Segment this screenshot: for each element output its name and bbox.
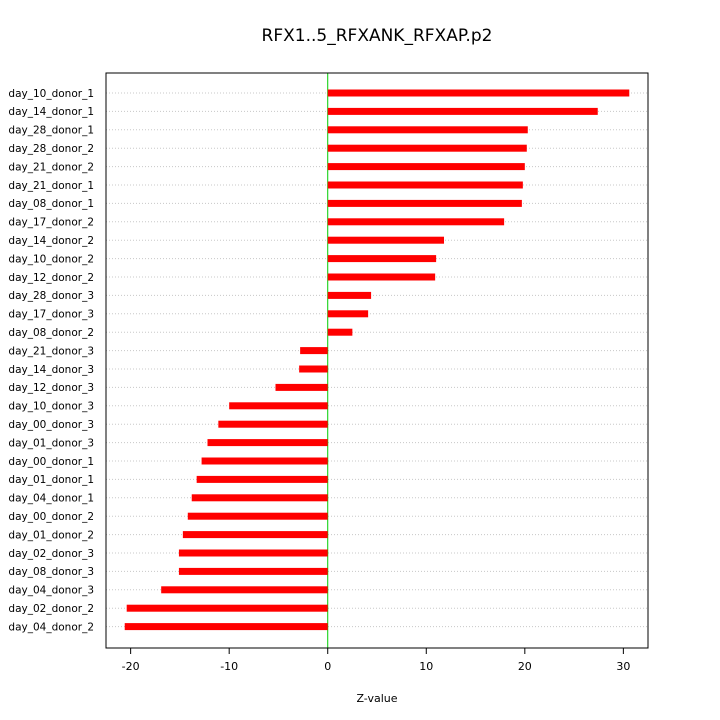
category-label: day_12_donor_2 [8,272,94,284]
category-label: day_04_donor_2 [8,621,94,633]
category-label: day_12_donor_3 [8,382,94,394]
bar-day_28_donor_1 [327,126,528,134]
bar-day_21_donor_1 [327,181,523,189]
bar-day_08_donor_3 [178,567,328,575]
category-label: day_02_donor_3 [8,548,94,560]
category-label: day_14_donor_1 [8,106,94,118]
bar-day_00_donor_3 [218,420,328,428]
category-label: day_04_donor_3 [8,585,94,597]
x-tick-label: 30 [616,660,630,673]
bar-day_00_donor_2 [187,512,328,520]
category-label: day_00_donor_3 [8,419,94,431]
x-axis: -20 -10 0 10 20 30 [122,648,630,673]
bar-day_28_donor_3 [327,291,372,299]
bar-day_21_donor_3 [300,347,328,355]
category-label: day_21_donor_3 [8,345,94,357]
bar-day_01_donor_3 [207,439,328,447]
bar-day_04_donor_1 [191,494,328,502]
category-label: day_08_donor_3 [8,566,94,578]
bar-day_08_donor_2 [327,328,353,336]
category-label: day_10_donor_2 [8,253,94,265]
category-label: day_00_donor_2 [8,511,94,523]
bar-day_10_donor_1 [327,89,630,97]
category-label: day_28_donor_3 [8,290,94,302]
category-label: day_10_donor_3 [8,401,94,413]
category-label: day_28_donor_1 [8,125,94,137]
bars [124,89,630,631]
category-label: day_02_donor_2 [8,603,94,615]
category-label: day_01_donor_3 [8,437,94,449]
bar-day_21_donor_2 [327,163,525,171]
bar-day_14_donor_3 [299,365,328,373]
chart-title: RFX1..5_RFXANK_RFXAP.p2 [262,26,493,46]
x-tick-label: 20 [518,660,532,673]
bar-day_04_donor_3 [161,586,328,594]
category-label: day_04_donor_1 [8,493,94,505]
x-tick-label: -20 [122,660,140,673]
category-label: day_08_donor_2 [8,327,94,339]
plot-frame [105,72,649,649]
category-label: day_21_donor_1 [8,180,94,192]
bar-day_14_donor_2 [327,236,445,244]
bar-day_17_donor_2 [327,218,505,226]
bar-day_08_donor_1 [327,199,522,207]
bar-day_02_donor_3 [178,549,328,557]
bar-day_10_donor_3 [229,402,328,410]
category-label: day_01_donor_2 [8,529,94,541]
category-label: day_21_donor_2 [8,161,94,173]
bar-day_14_donor_1 [327,107,598,115]
bar-day_17_donor_3 [327,310,369,318]
category-label: day_14_donor_3 [8,364,94,376]
category-label: day_28_donor_2 [8,143,94,155]
bar-day_01_donor_2 [182,531,328,539]
bar-day_04_donor_2 [124,623,328,631]
bar-day_12_donor_2 [327,273,436,281]
category-label: day_08_donor_1 [8,198,94,210]
bar-day_00_donor_1 [201,457,328,465]
category-label: day_17_donor_2 [8,217,94,229]
x-tick-label: 10 [419,660,433,673]
category-label: day_00_donor_1 [8,456,94,468]
gridlines [106,92,648,628]
category-label: day_17_donor_3 [8,309,94,321]
category-label: day_14_donor_2 [8,235,94,247]
bar-day_10_donor_2 [327,255,437,263]
x-tick-label: -10 [220,660,238,673]
category-label: day_10_donor_1 [8,88,94,100]
bar-day_01_donor_1 [196,475,328,483]
category-labels: day_10_donor_1 day_14_donor_1 day_28_donor… [8,88,94,634]
category-label: day_01_donor_1 [8,474,94,486]
x-axis-label: Z-value [356,692,397,705]
bar-day_28_donor_2 [327,144,527,152]
bar-day_12_donor_3 [275,383,328,391]
bar-day_02_donor_2 [126,604,328,612]
x-tick-label: 0 [324,660,331,673]
